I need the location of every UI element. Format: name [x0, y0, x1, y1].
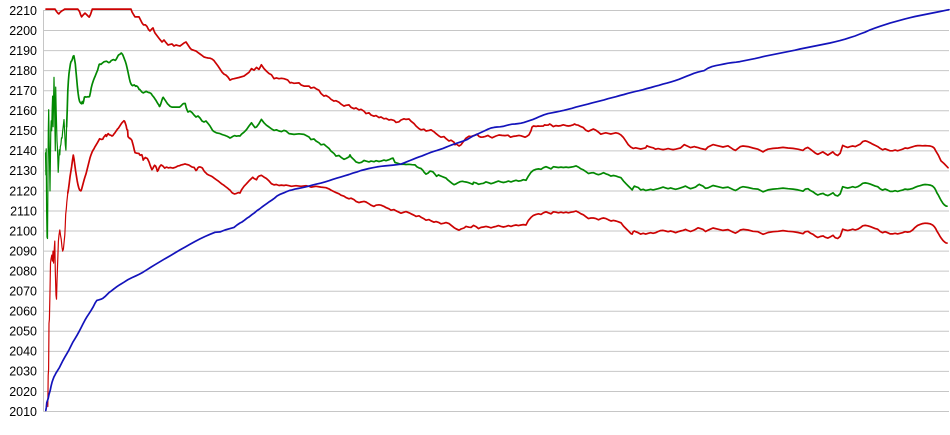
svg-text:2150: 2150 — [9, 124, 37, 138]
svg-text:2010: 2010 — [9, 405, 37, 419]
svg-text:2160: 2160 — [9, 104, 37, 118]
svg-text:2140: 2140 — [9, 144, 37, 158]
svg-text:2040: 2040 — [9, 345, 37, 359]
svg-text:2100: 2100 — [9, 224, 37, 238]
svg-text:2030: 2030 — [9, 365, 37, 379]
svg-text:2190: 2190 — [9, 44, 37, 58]
svg-text:2080: 2080 — [9, 264, 37, 278]
svg-text:2060: 2060 — [9, 305, 37, 319]
svg-text:2050: 2050 — [9, 325, 37, 339]
svg-text:2130: 2130 — [9, 164, 37, 178]
svg-text:2110: 2110 — [10, 204, 37, 218]
svg-text:2020: 2020 — [9, 385, 37, 399]
svg-text:2090: 2090 — [9, 244, 37, 258]
svg-text:2070: 2070 — [9, 285, 37, 299]
svg-text:2200: 2200 — [9, 24, 37, 38]
svg-text:2120: 2120 — [9, 184, 37, 198]
svg-text:2170: 2170 — [9, 84, 37, 98]
svg-text:2180: 2180 — [9, 64, 37, 78]
svg-text:2210: 2210 — [9, 4, 37, 18]
